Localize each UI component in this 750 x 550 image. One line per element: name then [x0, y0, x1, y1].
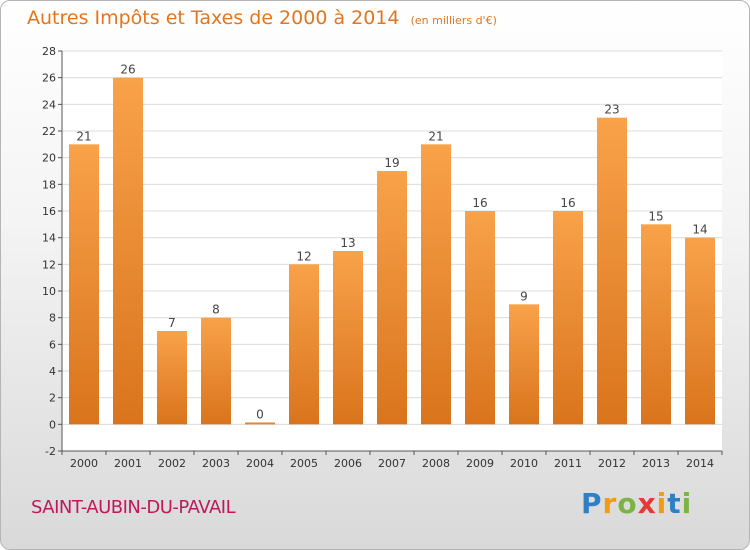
bar-2006: [333, 251, 363, 425]
chart-title: Autres Impôts et Taxes de 2000 à 2014: [27, 7, 400, 29]
y-tick-label: 18: [42, 178, 56, 191]
x-tick-label: 2002: [158, 457, 186, 470]
x-tick-label: 2009: [466, 457, 494, 470]
x-tick-label: 2005: [290, 457, 318, 470]
x-tick-label: 2007: [378, 457, 406, 470]
bar-2009: [465, 211, 495, 425]
bar-2000: [69, 144, 99, 425]
y-tick-label: 4: [49, 365, 56, 378]
x-tick-label: 2014: [686, 457, 714, 470]
bar-2003: [201, 317, 231, 425]
value-label: 8: [212, 303, 220, 317]
bar-2010: [509, 304, 539, 425]
x-tick-label: 2010: [510, 457, 538, 470]
y-tick-label: 22: [42, 125, 56, 138]
bar-2004: [245, 422, 275, 425]
x-tick-label: 2011: [554, 457, 582, 470]
x-tick-label: 2006: [334, 457, 362, 470]
value-label: 9: [520, 289, 528, 303]
bar-2011: [553, 211, 583, 425]
logo-letter: o: [617, 487, 638, 520]
value-label: 21: [76, 129, 91, 143]
value-label: 16: [472, 196, 487, 210]
y-tick-label: 24: [42, 98, 56, 111]
logo-letter: P: [581, 487, 603, 520]
x-tick-label: 2000: [70, 457, 98, 470]
value-label: 7: [168, 316, 176, 330]
y-tick-label: 20: [42, 152, 56, 165]
proxiti-logo: Proxiti: [581, 487, 692, 520]
y-tick-label: 12: [42, 258, 56, 271]
bar-2014: [685, 237, 715, 425]
value-label: 13: [340, 236, 355, 250]
y-tick-label: 28: [42, 45, 56, 58]
value-label: 12: [296, 249, 311, 263]
logo-letter: x: [637, 487, 657, 520]
bar-2001: [113, 77, 143, 425]
y-tick-label: 2: [49, 392, 56, 405]
logo-letter: t: [667, 487, 682, 520]
y-tick-label: 16: [42, 205, 56, 218]
bar-2013: [641, 224, 671, 425]
x-tick-label: 2008: [422, 457, 450, 470]
logo-letter: r: [602, 487, 618, 520]
y-tick-label: 10: [42, 285, 56, 298]
bar-2007: [377, 171, 407, 425]
y-tick-label: 8: [49, 312, 56, 325]
logo-letter: i: [656, 487, 668, 520]
bar-layer: 21 26 7 8 0 12 13 19 21 16 9 16 23 15 14: [69, 63, 715, 425]
title-row: Autres Impôts et Taxes de 2000 à 2014 (e…: [27, 7, 497, 29]
value-label: 23: [604, 103, 619, 117]
value-label: 16: [560, 196, 575, 210]
x-tick-label: 2013: [642, 457, 670, 470]
logo-letter: i: [681, 487, 693, 520]
y-tick-label: -2: [45, 445, 56, 458]
bar-2002: [157, 331, 187, 425]
value-label: 26: [120, 63, 135, 77]
value-label: 15: [648, 209, 663, 223]
y-tick-label: 14: [42, 232, 56, 245]
commune-name: SAINT-AUBIN-DU-PAVAIL: [31, 497, 236, 518]
x-tick-label: 2004: [246, 457, 274, 470]
y-tick-label: 0: [49, 418, 56, 431]
y-tick-label: 26: [42, 72, 56, 85]
value-label: 21: [428, 129, 443, 143]
value-label: 0: [256, 407, 264, 421]
value-label: 19: [384, 156, 399, 170]
y-tick-label: 6: [49, 338, 56, 351]
x-tick-label: 2012: [598, 457, 626, 470]
bar-2005: [289, 264, 319, 425]
x-tick-label: 2003: [202, 457, 230, 470]
value-label: 14: [692, 223, 707, 237]
bar-2008: [421, 144, 451, 425]
x-tick-label: 2001: [114, 457, 142, 470]
bar-2012: [597, 117, 627, 425]
chart-subtitle: (en milliers d'€): [410, 14, 497, 27]
